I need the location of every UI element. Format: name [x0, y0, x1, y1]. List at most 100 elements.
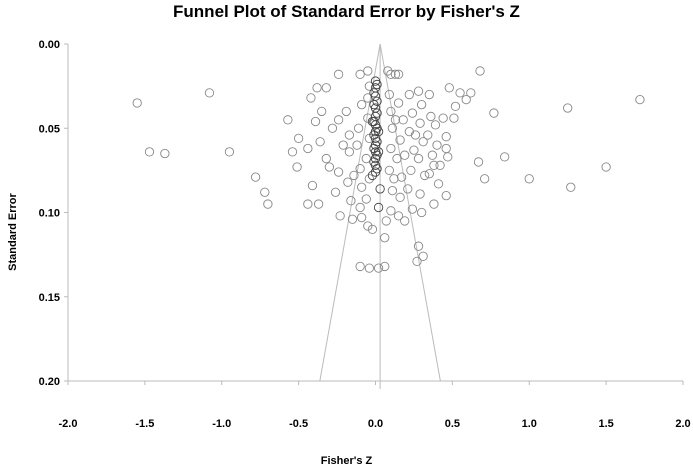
- study-point: [393, 211, 404, 221]
- study-point: [449, 113, 459, 123]
- study-point: [390, 69, 401, 79]
- study-point: [396, 172, 407, 182]
- study-point: [480, 174, 490, 184]
- study-point: [400, 150, 410, 160]
- study-point: [384, 89, 394, 100]
- x-tick-label: -1.5: [135, 418, 154, 430]
- study-point: [370, 111, 381, 122]
- study-point: [387, 185, 398, 196]
- study-point: [321, 153, 331, 164]
- study-point: [426, 111, 436, 122]
- study-point: [357, 182, 367, 192]
- study-point: [321, 83, 331, 93]
- study-point: [441, 132, 451, 142]
- study-point: [160, 148, 170, 159]
- x-tick-label: 0.0: [368, 418, 383, 430]
- y-tick-label: 0.20: [39, 376, 60, 388]
- plot-area: 0.00 0.05 0.10 0.15 0.20 -2.0 -1.5 -1.0 -0.5 0.0 0…: [39, 39, 691, 430]
- study-point: [344, 130, 355, 140]
- study-point: [430, 120, 441, 130]
- study-point: [489, 108, 499, 118]
- study-point: [563, 103, 573, 113]
- study-point: [455, 88, 465, 98]
- study-point: [330, 187, 341, 197]
- study-point: [303, 199, 313, 209]
- study-point: [224, 147, 235, 157]
- study-point: [413, 86, 424, 96]
- study-point: [341, 106, 351, 117]
- study-point: [466, 88, 476, 98]
- study-point: [367, 116, 378, 127]
- study-point: [393, 98, 404, 108]
- study-point: [416, 207, 427, 218]
- funnel-left-line: [319, 43, 381, 382]
- study-point: [395, 192, 405, 202]
- study-point: [444, 83, 454, 93]
- study-point: [317, 106, 327, 117]
- study-point: [429, 160, 439, 170]
- study-point: [418, 137, 428, 147]
- study-point: [393, 69, 404, 79]
- study-point: [392, 153, 402, 164]
- study-point: [390, 115, 401, 125]
- study-point: [361, 153, 371, 164]
- study-point: [384, 165, 394, 176]
- study-point: [335, 211, 345, 221]
- study-point: [361, 194, 371, 204]
- study-point: [367, 224, 378, 235]
- study-point: [204, 88, 215, 98]
- study-point: [413, 153, 424, 164]
- study-point: [566, 182, 576, 192]
- study-point: [373, 126, 384, 137]
- x-tick-label: 1.0: [522, 418, 537, 430]
- y-tick-label: 0.10: [39, 208, 60, 220]
- study-point: [380, 233, 390, 243]
- study-point: [407, 204, 418, 214]
- study-point: [349, 170, 359, 181]
- study-point: [333, 167, 344, 177]
- x-axis-label: Fisher's Z: [320, 455, 373, 467]
- study-point: [403, 184, 413, 194]
- study-point: [386, 206, 396, 216]
- study-point: [386, 69, 396, 79]
- study-point: [344, 147, 355, 157]
- x-tick-label: 2.0: [675, 418, 690, 430]
- study-point: [400, 216, 410, 226]
- study-point: [263, 199, 273, 209]
- study-point: [306, 93, 316, 103]
- study-point: [355, 261, 365, 272]
- study-point: [327, 123, 338, 133]
- study-point: [303, 143, 313, 154]
- study-point: [375, 184, 385, 194]
- study-point: [424, 169, 434, 179]
- study-point: [433, 179, 444, 189]
- study-point: [423, 130, 433, 140]
- study-point: [499, 152, 510, 162]
- study-point: [372, 96, 382, 106]
- study-point: [386, 106, 396, 117]
- study-point: [283, 115, 293, 125]
- study-point: [475, 66, 485, 76]
- x-tick-label: -0.5: [289, 418, 308, 430]
- study-point: [429, 199, 439, 209]
- x-tick-label: -1.0: [212, 418, 231, 430]
- study-point: [364, 133, 374, 144]
- study-point: [413, 241, 424, 251]
- study-point: [424, 89, 434, 100]
- study-point: [387, 123, 398, 133]
- x-tick-label: 0.5: [445, 418, 460, 430]
- study-point: [132, 98, 142, 108]
- study-point: [409, 145, 419, 155]
- study-point: [407, 108, 418, 118]
- study-point: [357, 100, 367, 110]
- study-point: [524, 174, 534, 184]
- study-point: [389, 174, 399, 184]
- study-point: [355, 69, 365, 79]
- study-point: [313, 199, 324, 209]
- study-point: [370, 167, 381, 177]
- study-point: [347, 214, 358, 224]
- y-tick-label: 0.05: [39, 123, 60, 135]
- study-point: [450, 101, 461, 111]
- study-point: [443, 152, 453, 162]
- study-point: [312, 83, 322, 93]
